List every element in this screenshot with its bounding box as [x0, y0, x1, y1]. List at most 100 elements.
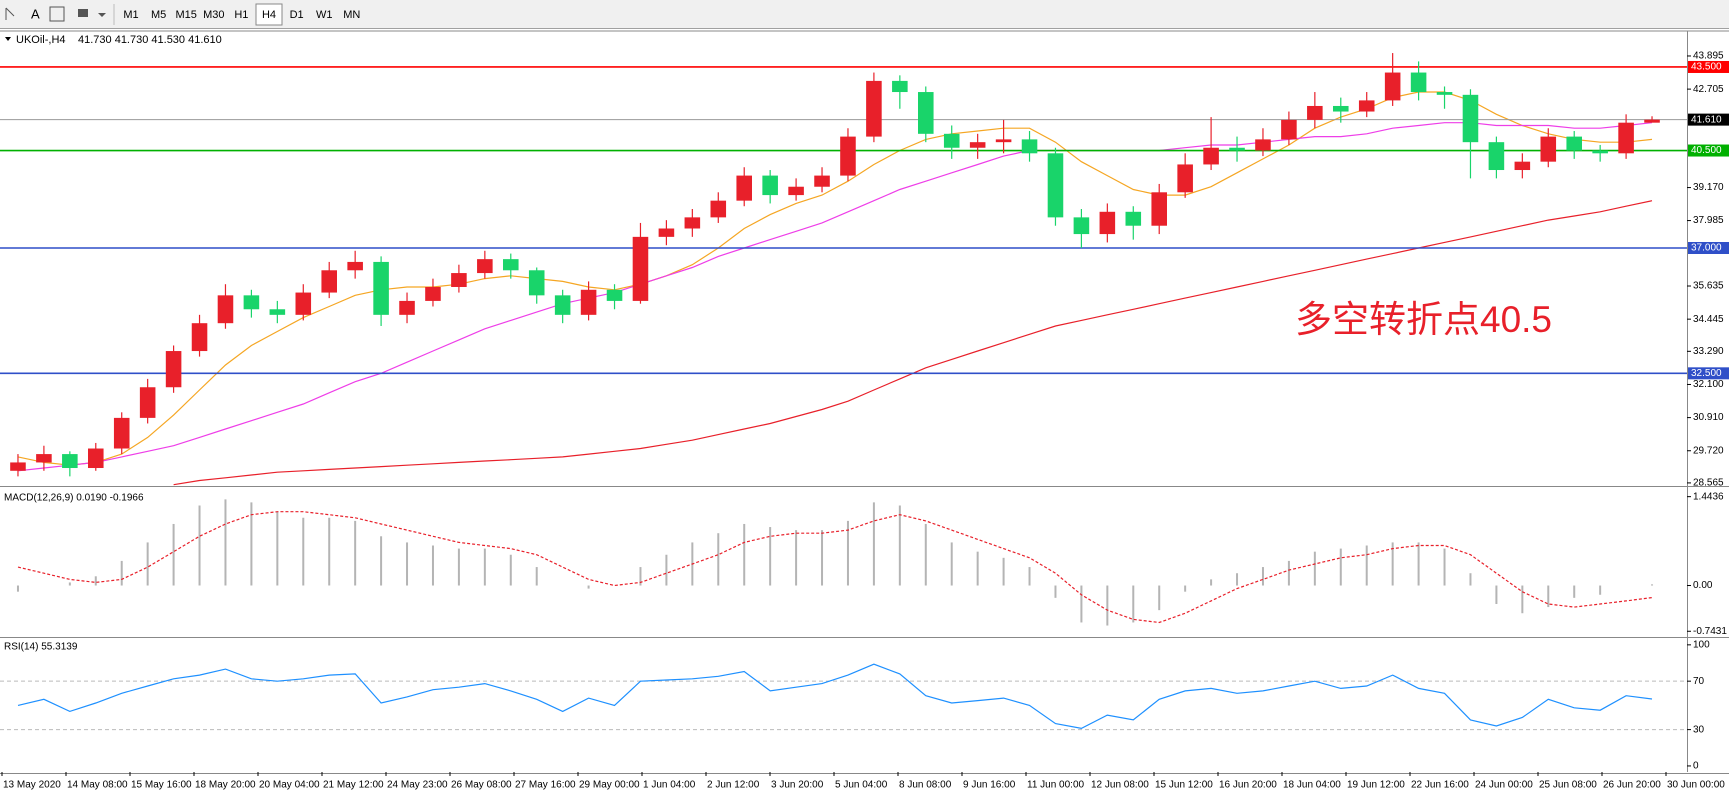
price-tag-label: 37.000 — [1691, 243, 1722, 254]
price-tag-label: 41.610 — [1691, 114, 1722, 125]
candle-body — [1488, 142, 1505, 171]
candle-body — [88, 448, 104, 469]
candle-body — [892, 80, 908, 93]
candle-body — [1099, 211, 1116, 235]
timeframe-button[interactable]: H4 — [262, 9, 276, 21]
candle-body — [1229, 147, 1245, 151]
candle-body — [217, 295, 234, 324]
shapes-tool[interactable] — [78, 9, 106, 17]
time-label: 26 May 08:00 — [451, 780, 512, 791]
price-tag-label: 32.500 — [1691, 368, 1722, 379]
candle-body — [477, 259, 493, 274]
y-tick-label: 42.705 — [1693, 84, 1724, 95]
candle-body — [1540, 136, 1557, 162]
timeframe-button[interactable]: W1 — [316, 9, 333, 21]
time-label: 5 Jun 04:00 — [835, 780, 888, 791]
time-label: 30 Jun 00:00 — [1667, 780, 1725, 791]
y-tick-label: 35.635 — [1693, 281, 1724, 292]
price-tag-label: 43.500 — [1691, 62, 1722, 73]
candle-body — [62, 454, 78, 469]
y-tick-label: 30.910 — [1693, 412, 1724, 423]
annotation: 多空转折点40.5 — [1295, 299, 1552, 340]
time-label: 16 Jun 20:00 — [1219, 780, 1277, 791]
y-tick-label: 28.565 — [1693, 478, 1724, 489]
time-label: 24 Jun 00:00 — [1475, 780, 1533, 791]
time-label: 18 Jun 04:00 — [1283, 780, 1341, 791]
timeframe-button[interactable]: D1 — [290, 9, 304, 21]
timeframe-button[interactable]: M5 — [151, 9, 166, 21]
y-tick-label: 29.720 — [1693, 445, 1724, 456]
candle-body — [1566, 136, 1582, 151]
time-label: 22 Jun 16:00 — [1411, 780, 1469, 791]
time-label: 21 May 12:00 — [323, 780, 384, 791]
candle-body — [710, 200, 727, 218]
label-tool[interactable] — [49, 6, 65, 22]
candle-body — [684, 217, 701, 229]
timeframe-button[interactable]: H1 — [234, 9, 248, 21]
candle-body — [425, 286, 441, 301]
candle-body — [1618, 122, 1634, 154]
candle-body — [1333, 105, 1349, 112]
time-label: 20 May 04:00 — [259, 780, 320, 791]
price-tag-label: 40.500 — [1691, 145, 1722, 156]
timeframe-button[interactable]: M1 — [123, 9, 138, 21]
candle-body — [554, 295, 571, 315]
chart-menu-arrow[interactable] — [5, 37, 11, 41]
y-tick-label: 70 — [1693, 676, 1705, 687]
candle-body — [969, 142, 986, 148]
time-label: 15 Jun 12:00 — [1155, 780, 1213, 791]
candle-body — [321, 270, 337, 293]
price-tag — [1688, 113, 1729, 126]
candle-body — [736, 175, 752, 201]
active-timeframe — [255, 3, 283, 26]
candle-body — [1281, 119, 1297, 140]
candle-body — [658, 228, 675, 237]
chart-title: UKOil-,H4 — [16, 34, 66, 46]
price-tag — [1688, 60, 1729, 73]
timeframe-button[interactable]: M30 — [203, 9, 224, 21]
candle-body — [1514, 161, 1531, 171]
candle-body — [503, 259, 519, 271]
candle-body — [918, 92, 934, 134]
time-label: 24 May 23:00 — [387, 780, 448, 791]
text-tool[interactable]: A — [31, 6, 40, 21]
candle-body — [269, 309, 286, 315]
cursor-icon[interactable] — [5, 7, 15, 20]
candle-body — [1125, 211, 1142, 226]
macd-signal — [17, 511, 1653, 624]
timeframe-button[interactable]: MN — [343, 9, 360, 21]
moving-average — [17, 91, 1653, 466]
time-label: 12 Jun 08:00 — [1091, 780, 1149, 791]
time-label: 9 Jun 16:00 — [963, 780, 1016, 791]
candle-body — [399, 300, 415, 315]
y-tick-label: -0.7431 — [1693, 626, 1727, 637]
y-tick-label: 43.895 — [1693, 51, 1724, 62]
price-tag — [1688, 367, 1729, 380]
candle-body — [1644, 119, 1660, 123]
candle-body — [1255, 139, 1271, 151]
y-tick-label: 33.290 — [1693, 346, 1724, 357]
y-tick-label: 0 — [1693, 761, 1699, 772]
y-tick-label: 0.00 — [1693, 580, 1713, 591]
candle-body — [1358, 100, 1375, 112]
time-label: 8 Jun 08:00 — [899, 780, 952, 791]
toolbar — [0, 0, 1729, 29]
time-label: 27 May 16:00 — [515, 780, 576, 791]
y-tick-label: 100 — [1693, 639, 1710, 650]
time-label: 29 May 00:00 — [579, 780, 640, 791]
candle-body — [373, 261, 389, 315]
candle-body — [995, 139, 1012, 143]
candle-body — [632, 236, 649, 301]
time-label: 3 Jun 20:00 — [771, 780, 824, 791]
moving-average — [17, 122, 1653, 472]
y-tick-label: 39.170 — [1693, 182, 1724, 193]
time-label: 13 May 2020 — [3, 780, 61, 791]
indicator-title: RSI(14) 55.3139 — [4, 642, 78, 653]
timeframe-button[interactable]: M15 — [175, 9, 196, 21]
y-tick-label: 30 — [1693, 724, 1705, 735]
candle-body — [1436, 92, 1453, 95]
candle-body — [165, 351, 182, 388]
candle-body — [191, 323, 208, 352]
time-label: 26 Jun 20:00 — [1603, 780, 1661, 791]
